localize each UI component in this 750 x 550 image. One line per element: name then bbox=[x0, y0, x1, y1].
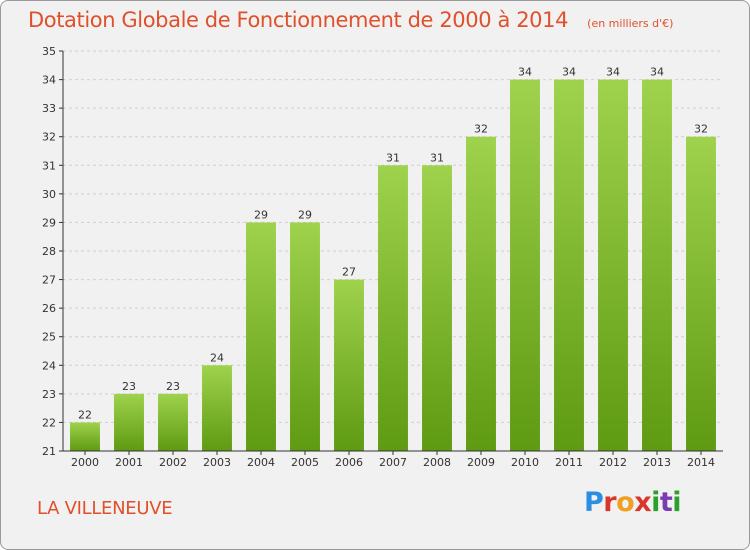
logo-letter: r bbox=[603, 487, 617, 518]
logo-letter: P bbox=[584, 487, 604, 518]
y-tick-label: 27 bbox=[42, 274, 56, 287]
data-label-2007: 31 bbox=[386, 151, 400, 164]
bar-2007 bbox=[378, 165, 408, 452]
y-tick-label: 34 bbox=[42, 74, 56, 87]
y-tick-label: 25 bbox=[42, 331, 56, 344]
x-tick-label-2004: 2004 bbox=[247, 456, 275, 469]
logo-letter: o bbox=[616, 487, 635, 518]
y-tick-label: 21 bbox=[42, 445, 56, 458]
bar-2004 bbox=[246, 222, 276, 451]
x-tick-label-2000: 2000 bbox=[71, 456, 99, 469]
x-tick-label-2002: 2002 bbox=[159, 456, 187, 469]
y-tick-label: 32 bbox=[42, 131, 56, 144]
y-tick-label: 26 bbox=[42, 302, 56, 315]
bar-2012 bbox=[598, 79, 628, 452]
chart-title: Dotation Globale de Fonctionnement de 20… bbox=[28, 8, 569, 32]
y-tick-label: 35 bbox=[42, 45, 56, 58]
data-label-2011: 34 bbox=[562, 66, 576, 79]
bar-2002 bbox=[158, 393, 188, 451]
chart-unit: (en milliers d'€) bbox=[587, 17, 674, 30]
bar-2008 bbox=[422, 165, 452, 452]
y-tick-label: 23 bbox=[42, 388, 56, 401]
data-label-2003: 24 bbox=[210, 351, 224, 364]
bar-2005 bbox=[290, 222, 320, 451]
data-label-2012: 34 bbox=[606, 66, 620, 79]
logo-letter: t bbox=[659, 487, 673, 518]
y-tick-label: 30 bbox=[42, 188, 56, 201]
bar-2000 bbox=[70, 422, 100, 451]
x-tick-label-2001: 2001 bbox=[115, 456, 143, 469]
y-tick-label: 24 bbox=[42, 359, 56, 372]
x-tick-label-2003: 2003 bbox=[203, 456, 231, 469]
x-tick-label-2012: 2012 bbox=[599, 456, 627, 469]
data-label-2014: 32 bbox=[694, 123, 708, 136]
data-label-2006: 27 bbox=[342, 266, 356, 279]
logo-letter: i bbox=[672, 487, 682, 518]
data-label-2008: 31 bbox=[430, 151, 444, 164]
chart-header: Dotation Globale de Fonctionnement de 20… bbox=[28, 8, 673, 32]
x-tick-label-2007: 2007 bbox=[379, 456, 407, 469]
x-tick-label-2008: 2008 bbox=[423, 456, 451, 469]
logo-letter: x bbox=[634, 487, 652, 518]
bar-2010 bbox=[510, 79, 540, 452]
data-label-2010: 34 bbox=[518, 66, 532, 79]
y-tick-label: 22 bbox=[42, 416, 56, 429]
bar-2006 bbox=[334, 279, 364, 451]
x-tick-label-2006: 2006 bbox=[335, 456, 363, 469]
data-label-2009: 32 bbox=[474, 123, 488, 136]
data-label-2002: 23 bbox=[166, 380, 180, 393]
bar-2001 bbox=[114, 393, 144, 451]
data-label-2004: 29 bbox=[254, 208, 268, 221]
bar-2009 bbox=[466, 136, 496, 451]
x-tick-label-2013: 2013 bbox=[643, 456, 671, 469]
data-label-2013: 34 bbox=[650, 66, 664, 79]
y-tick-label: 33 bbox=[42, 102, 56, 115]
x-tick-label-2010: 2010 bbox=[511, 456, 539, 469]
data-label-2000: 22 bbox=[78, 408, 92, 421]
commune-name: LA VILLENEUVE bbox=[37, 498, 173, 519]
axes: 21 22 23 24 25 26 27 28 29 30 31 32 33 34 35 2000 2001 20… bbox=[42, 45, 723, 469]
x-tick-label-2011: 2011 bbox=[555, 456, 583, 469]
proxiti-logo[interactable]: Proxiti bbox=[584, 487, 682, 518]
x-tick-label-2009: 2009 bbox=[467, 456, 495, 469]
bars: 22 23 23 24 29 29 27 31 31 32 34 34 34 34 32 bbox=[70, 66, 716, 452]
y-tick-label: 29 bbox=[42, 216, 56, 229]
x-tick-label-2005: 2005 bbox=[291, 456, 319, 469]
logo-letter: i bbox=[651, 487, 660, 518]
bar-2011 bbox=[554, 79, 584, 452]
data-label-2005: 29 bbox=[298, 208, 312, 221]
y-tick-label: 31 bbox=[42, 159, 56, 172]
bar-2003 bbox=[202, 365, 232, 451]
data-label-2001: 23 bbox=[122, 380, 136, 393]
bar-2014 bbox=[686, 136, 716, 451]
bar-2013 bbox=[642, 79, 672, 452]
x-tick-label-2014: 2014 bbox=[687, 456, 715, 469]
y-tick-label: 28 bbox=[42, 245, 56, 258]
